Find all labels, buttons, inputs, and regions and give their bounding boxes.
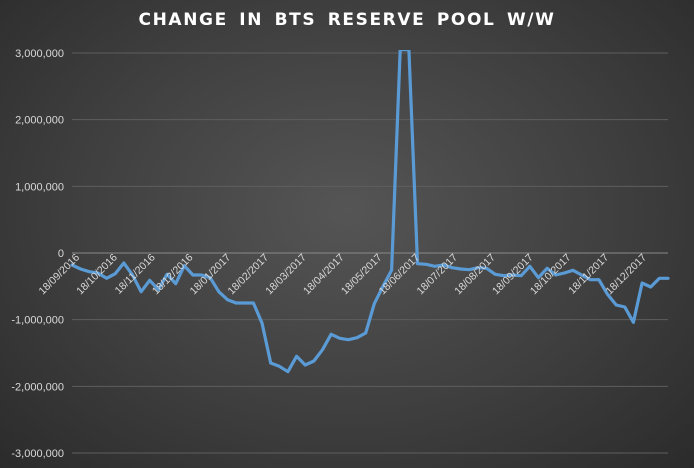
y-tick-label: -1,000,000 <box>11 315 64 327</box>
y-tick-label: -3,000,000 <box>11 448 64 460</box>
y-tick-label: -2,000,000 <box>11 381 64 393</box>
y-tick-label: 1,000,000 <box>15 181 64 193</box>
y-tick-label: 2,000,000 <box>15 115 64 127</box>
x-tick-label: 18/12/2017 <box>603 252 649 298</box>
y-tick-label: 0 <box>58 248 64 260</box>
chart-title: CHANGE IN BTS RESERVE POOL W/W <box>138 10 556 30</box>
y-tick-label: 3,000,000 <box>15 48 64 60</box>
series-line <box>70 50 670 374</box>
